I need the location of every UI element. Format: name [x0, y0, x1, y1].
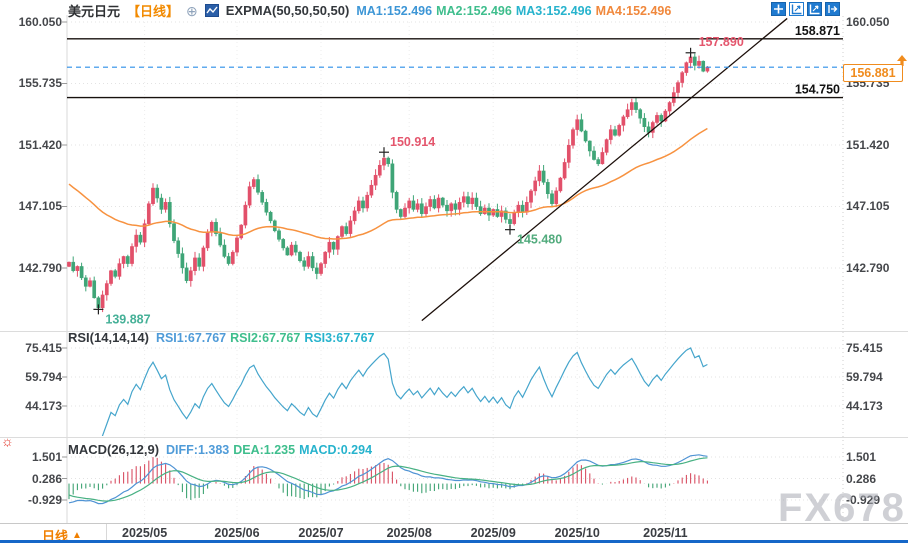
macd-header: MACD(26,12,9) DIFF:1.383 DEA:1.235 MACD:0.… [68, 442, 376, 457]
rsi-line [101, 347, 708, 436]
toolbar [771, 2, 840, 16]
marker-label-1: 150.914 [390, 135, 435, 149]
trendline[interactable] [421, 17, 788, 322]
date-label-2025-10: 2025/10 [554, 526, 600, 540]
macd-axis-label: 1.501 [31, 450, 62, 464]
marker-157.890 [685, 47, 696, 58]
date-label-2025-05: 2025/05 [122, 526, 168, 540]
rsi-value-1: RSI2:67.767 [230, 331, 301, 345]
add-indicator-icon[interactable]: ⊕ [186, 2, 198, 19]
rsi-value-0: RSI1:67.767 [155, 331, 227, 345]
price-axis-label: 155.735 [18, 76, 62, 91]
rsi-panel-lines [101, 347, 708, 436]
macd-axis-label: 0.286 [31, 471, 62, 486]
macd-label: MACD(26,12,9) [68, 442, 160, 457]
macd-axis-label-right: -0.929 [846, 493, 881, 507]
price-axis-label-right: 151.420 [846, 137, 890, 152]
marker-label-3: 157.890 [699, 35, 744, 49]
price-up-arrow-icon [897, 55, 907, 66]
price-axis-label-right: 142.790 [846, 260, 890, 275]
macd-axis-label-right: 0.286 [846, 471, 877, 486]
rsi-header: RSI(14,14,14) RSI1:67.767 RSI2:67.767 RSI3… [68, 330, 379, 345]
rsi-axis-label: 44.173 [25, 399, 62, 413]
period-tag: 【日线】 [127, 4, 180, 19]
hline-label-0: 158.871 [795, 24, 840, 38]
symbol-title: 美元日元 [68, 4, 121, 19]
price-chart-header: 美元日元 【日线】 ⊕ EXPMA(50,50,50,50) MA1:152.4… [68, 1, 675, 20]
hline-label-1: 154.750 [795, 83, 840, 97]
marker-150.914 [379, 147, 389, 158]
period-selector-label: 日线 [42, 529, 69, 543]
marker-145.480 [505, 224, 515, 235]
price-axis-label: 142.790 [18, 260, 62, 275]
chart-icon-zigzag [206, 6, 218, 14]
expma-label: EXPMA(50,50,50,50) [225, 3, 350, 18]
ma-value-1: MA2:152.496 [436, 4, 512, 18]
settings-sun-icon[interactable]: ☼ [1, 433, 14, 449]
date-label-2025-08: 2025/08 [386, 526, 432, 540]
date-label-2025-11: 2025/11 [643, 526, 688, 540]
rsi-axis-label-right: 75.415 [846, 341, 883, 355]
marker-139.887 [93, 304, 104, 315]
bottom-bar [0, 540, 908, 543]
date-label-2025-06: 2025/06 [214, 526, 260, 540]
ma-value-3: MA4:152.496 [595, 4, 672, 18]
axis-scale-icon[interactable] [807, 2, 822, 16]
gridlines [0, 15, 908, 528]
period-selector[interactable]: 日线 ▲ [42, 526, 82, 543]
crosshair-pan-icon[interactable] [771, 2, 786, 16]
marker-label-2: 145.480 [517, 233, 562, 247]
macd-values: DIFF:1.383 DEA:1.235 MACD:0.294 [166, 442, 376, 457]
macd-axis-label: -0.929 [27, 493, 62, 507]
marker-label-0: 139.887 [105, 312, 150, 326]
indicator-chart-icon[interactable] [204, 4, 219, 17]
candlesticks [67, 52, 710, 313]
price-axis-label: 160.050 [18, 15, 62, 29]
ma-value-2: MA3:152.496 [515, 4, 592, 18]
price-axis-label-right: 147.105 [846, 199, 890, 214]
price-axis-label-right: 160.050 [846, 15, 890, 29]
expma-line [68, 127, 708, 240]
ma-value-0: MA1:152.496 [356, 4, 433, 18]
date-label-2025-09: 2025/09 [470, 526, 516, 540]
current-price-box: 156.881 [843, 64, 903, 82]
date-label-2025-07: 2025/07 [298, 526, 344, 540]
macd-axis-label-right: 1.501 [846, 450, 877, 464]
ma-values: MA1:152.496 MA2:152.496 MA3:152.496 MA4:152… [356, 3, 675, 18]
price-axis-label: 147.105 [18, 199, 62, 214]
axis-range-icon[interactable] [789, 2, 804, 16]
current-price-value: 156.881 [850, 66, 896, 80]
rsi-values: RSI1:67.767 RSI2:67.767 RSI3:67.767 [156, 330, 379, 345]
period-up-triangle-icon: ▲ [72, 530, 82, 541]
rsi-axis-label-right: 44.173 [846, 399, 883, 413]
macd-value-2: MACD:0.294 [299, 443, 373, 457]
collapse-right-icon[interactable] [825, 2, 840, 16]
macd-value-1: DEA:1.235 [233, 443, 296, 457]
rsi-axis-label: 59.794 [25, 370, 62, 384]
rsi-axis-label: 75.415 [25, 341, 62, 355]
time-axis-footer: 日线 ▲ 2025/05 2025/06 2025/07 2025/08 2025/09… [0, 524, 908, 543]
rsi-label: RSI(14,14,14) [68, 330, 149, 345]
macd-dea-line [68, 457, 708, 502]
price-axis-label: 151.420 [18, 137, 62, 152]
macd-histogram [68, 454, 708, 505]
macd-value-0: DIFF:1.383 [166, 443, 230, 457]
rsi-value-2: RSI3:67.767 [304, 331, 375, 345]
footer-divider [106, 524, 107, 540]
rsi-axis-label-right: 59.794 [846, 370, 883, 384]
